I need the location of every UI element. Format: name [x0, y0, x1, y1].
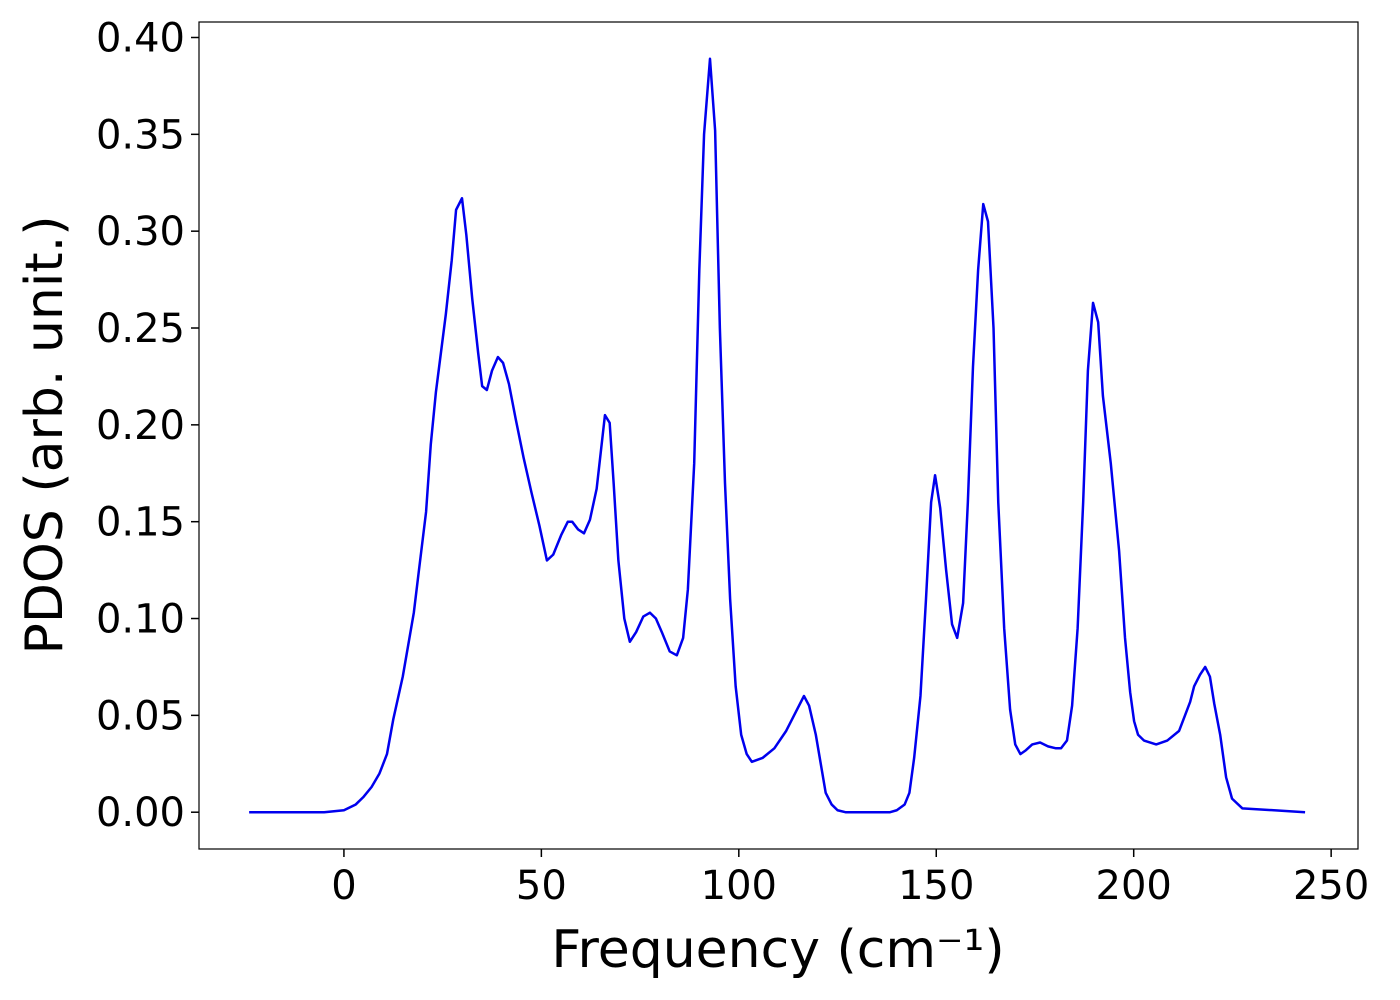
- x-tick-label: 200: [1096, 863, 1172, 909]
- y-tick-label: 0.40: [96, 15, 185, 61]
- x-tick-label: 50: [516, 863, 567, 909]
- y-tick-label: 0.30: [96, 209, 185, 255]
- y-tick-label: 0.25: [96, 306, 185, 352]
- y-axis-label: PDOS (arb. unit.): [15, 215, 75, 654]
- y-tick-label: 0.15: [96, 500, 185, 546]
- x-tick-label: 150: [898, 863, 974, 909]
- series-line: [249, 57, 1306, 814]
- y-tick-label: 0.00: [96, 790, 185, 836]
- y-tick-label: 0.10: [96, 597, 185, 643]
- x-tick-label: 0: [331, 863, 356, 909]
- plot-frame: [198, 21, 1359, 850]
- y-tick-label: 0.35: [96, 112, 185, 158]
- x-tick-label: 100: [701, 863, 777, 909]
- x-tick-label: 250: [1293, 863, 1369, 909]
- x-axis-label: Frequency (cm⁻¹): [551, 920, 1004, 980]
- y-tick-label: 0.05: [96, 693, 185, 739]
- y-tick-label: 0.20: [96, 403, 185, 449]
